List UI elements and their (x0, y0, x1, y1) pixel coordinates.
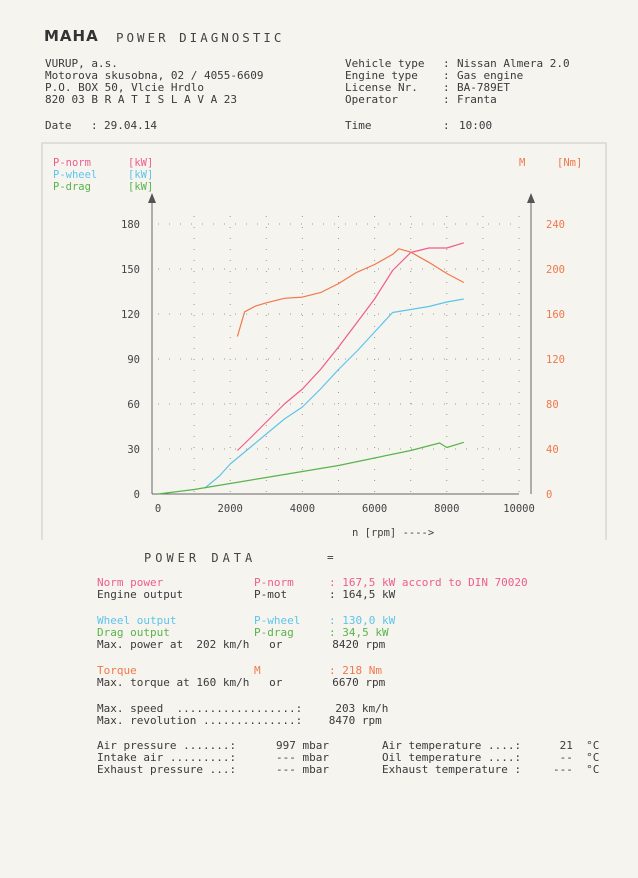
y-left-tick-label: 90 (127, 354, 140, 366)
engine-type-sep: : (443, 69, 450, 82)
operator-sep: : (443, 93, 450, 106)
series-line-p-drag (157, 441, 464, 495)
vehicle-type-label: Vehicle type (345, 57, 425, 70)
legend-pdrag-name: P-drag (53, 181, 91, 193)
drag-output-sym: P-drag (254, 626, 294, 639)
date-label: Date (45, 119, 72, 132)
date-value: 29.04.14 (104, 119, 157, 132)
company-line-1: VURUP, a.s. (45, 57, 118, 70)
exhaust-temp-value: --- °C (553, 763, 600, 776)
right-axis-label: M (519, 157, 525, 169)
norm-power-label: Norm power (97, 576, 164, 589)
engine-type-value: Gas engine (457, 69, 524, 82)
max-power-value: 8420 rpm (319, 638, 386, 651)
right-axis-arrow-icon (527, 193, 535, 203)
x-tick-label: 4000 (290, 503, 315, 515)
series-line-p-norm (236, 242, 464, 451)
x-tick-label: 10000 (503, 503, 535, 515)
company-line-4: 820 03 B R A T I S L A V A 23 (45, 93, 238, 106)
company-line-3: P.O. BOX 50, Vlcie Hrdlo (45, 81, 204, 94)
page-title: POWER DIAGNOSTIC (116, 30, 285, 45)
exhaust-temp-label: Exhaust temperature : (382, 763, 522, 776)
legend-pwheel-unit: [kW] (128, 169, 153, 181)
chart-frame (41, 142, 607, 540)
y-right-tick-label: 0 (546, 489, 552, 501)
max-revolution: Max. revolution ..............: 8470 rpm (97, 714, 382, 727)
norm-power-value: : 167,5 kW accord to DIN 70020 (329, 576, 528, 589)
operator-label: Operator (345, 93, 398, 106)
max-speed: Max. speed ..................: 203 km/h (97, 702, 389, 715)
vehicle-type-value: Nissan Almera 2.0 (457, 57, 570, 70)
time-value: 10:00 (459, 119, 493, 132)
y-left-tick-label: 30 (127, 444, 140, 456)
drag-output-label: Drag output (97, 626, 170, 639)
intake-air-value: --- mbar (276, 751, 329, 764)
license-value: BA-789ET (457, 81, 510, 94)
y-left-tick-label: 120 (121, 309, 140, 321)
legend-pnorm-unit: [kW] (128, 157, 153, 169)
left-axis-arrow-icon (148, 193, 156, 203)
y-right-tick-label: 200 (546, 264, 565, 276)
time-label: Time (345, 119, 372, 132)
license-sep: : (443, 81, 450, 94)
y-left-tick-label: 60 (127, 399, 140, 411)
legend-pwheel-name: P-wheel (53, 169, 97, 181)
x-tick-label: 2000 (218, 503, 243, 515)
x-tick-label: 8000 (434, 503, 459, 515)
y-right-tick-label: 120 (546, 354, 565, 366)
company-line-2: Motorova skusobna, 02 / 4055-6609 (45, 69, 264, 82)
date-sep: : (91, 119, 98, 132)
x-tick-label: 6000 (362, 503, 387, 515)
license-label: License Nr. (345, 81, 418, 94)
engine-output-value: : 164,5 kW (329, 588, 396, 601)
operator-value: Franta (457, 93, 497, 106)
legend-pnorm-name: P-norm (53, 157, 91, 169)
series-line-m (236, 248, 465, 337)
x-tick-label: 0 (155, 503, 161, 515)
vehicle-type-sep: : (443, 57, 450, 70)
engine-output-label: Engine output (97, 588, 184, 601)
intake-air-label: Intake air .........: (97, 751, 237, 764)
y-right-tick-label: 160 (546, 309, 565, 321)
power-chart: P-norm [kW] P-wheel [kW] P-drag [kW] M [… (41, 142, 607, 540)
y-right-tick-label: 240 (546, 219, 565, 231)
power-data-eq: = (327, 551, 334, 564)
wheel-output-label: Wheel output (97, 614, 177, 627)
torque-value: : 218 Nm (329, 664, 382, 677)
right-axis-unit: [Nm] (557, 157, 582, 169)
torque-label: Torque (97, 664, 137, 677)
x-axis-label: n [rpm] ----> (352, 527, 434, 539)
air-temp-label: Air temperature ....: (382, 739, 522, 752)
max-torque-value: 6670 rpm (319, 676, 386, 689)
max-power-label: Max. power at 202 km/h or (97, 638, 283, 651)
exhaust-pressure-label: Exhaust pressure ...: (97, 763, 237, 776)
wheel-output-value: : 130,0 kW (329, 614, 396, 627)
oil-temp-value: -- °C (553, 751, 600, 764)
y-left-tick-label: 150 (121, 264, 140, 276)
air-temp-value: 21 °C (553, 739, 600, 752)
oil-temp-label: Oil temperature ....: (382, 751, 522, 764)
y-left-tick-label: 0 (134, 489, 140, 501)
wheel-output-sym: P-wheel (254, 614, 301, 627)
series-line-p-wheel (204, 298, 464, 489)
y-right-tick-label: 40 (546, 444, 559, 456)
y-left-tick-label: 180 (121, 219, 140, 231)
engine-type-label: Engine type (345, 69, 418, 82)
air-pressure-value: 997 mbar (276, 739, 329, 752)
engine-output-sym: P-mot (254, 588, 288, 601)
time-sep: : (443, 119, 450, 132)
brand-logo: MAHA (44, 27, 99, 45)
exhaust-pressure-value: --- mbar (276, 763, 329, 776)
y-right-tick-label: 80 (546, 399, 559, 411)
power-data-title: POWER DATA (144, 551, 257, 565)
legend-pdrag-unit: [kW] (128, 181, 153, 193)
max-torque-label: Max. torque at 160 km/h or (97, 676, 283, 689)
air-pressure-label: Air pressure .......: (97, 739, 237, 752)
torque-sym: M (254, 664, 261, 677)
drag-output-value: : 34,5 kW (329, 626, 389, 639)
norm-power-sym: P-norm (254, 576, 294, 589)
